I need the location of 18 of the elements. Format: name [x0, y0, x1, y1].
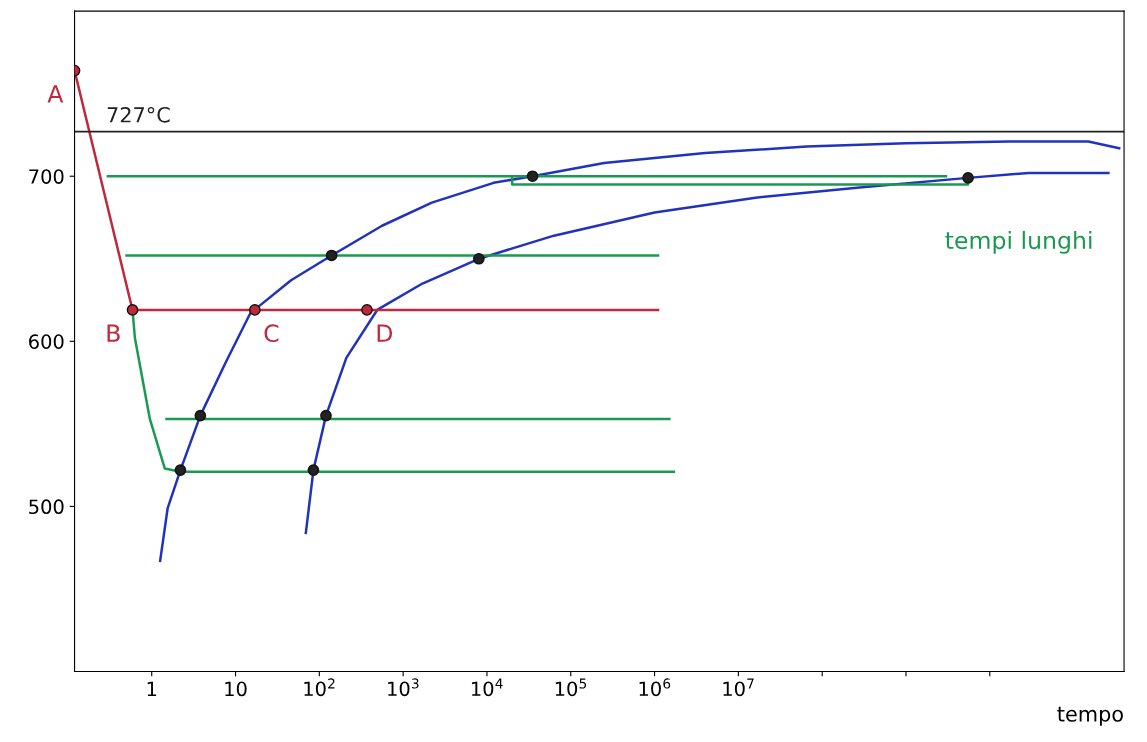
x-tick-label: 1 [147, 681, 157, 697]
y-tick-label: 700 [29, 169, 64, 184]
x-tick-label: 10 [225, 681, 247, 697]
ref-line-label: 727°C [107, 106, 170, 123]
annotation: D [377, 324, 393, 342]
x-tick-label: 10$^{6}$ [639, 678, 671, 697]
annotation: B [107, 324, 120, 342]
y-tick-label: 500 [29, 499, 64, 515]
annotation: tempi lunghi [945, 230, 1092, 254]
annotation: C [264, 324, 279, 343]
x-tick-label: 10$^{2}$ [304, 678, 335, 697]
x-axis-title: tempo [1057, 706, 1123, 726]
annotation: A [47, 85, 64, 103]
x-tick-label: 10$^{5}$ [555, 678, 587, 697]
x-tick-label: 10$^{7}$ [723, 678, 754, 697]
x-tick-label: 10$^{3}$ [388, 678, 419, 697]
y-tick-label: 600 [29, 334, 64, 349]
x-tick-label: 10$^{4}$ [471, 678, 503, 697]
